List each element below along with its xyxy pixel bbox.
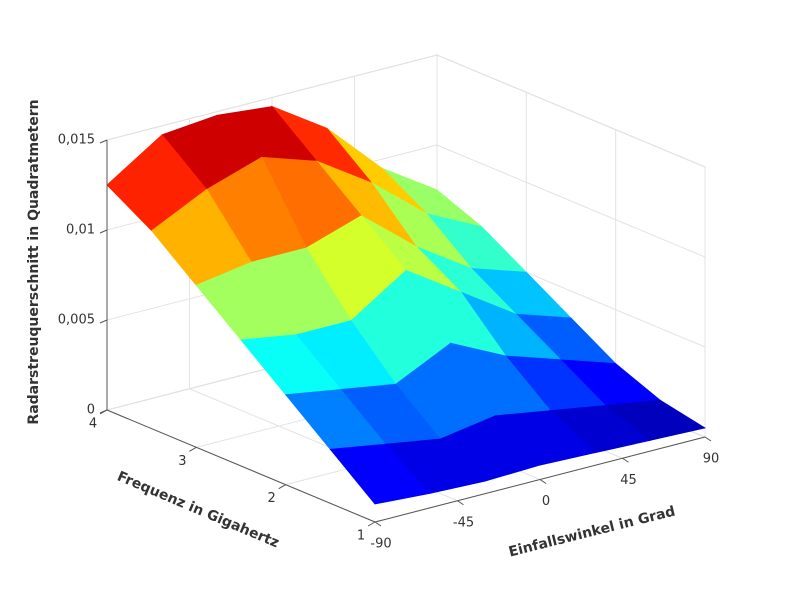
- z-axis-label: Radarstreuquerschnitt in Quadratmetern: [26, 99, 42, 424]
- ticks: 0 0,005 0,01 0,015 -90 -45 0 45 90 1 2 3 4: [58, 133, 719, 552]
- y-tick-label: 4: [89, 417, 97, 432]
- tick-mark: [704, 436, 712, 442]
- y-tick-label: 2: [268, 491, 276, 506]
- surface-patch: [329, 443, 431, 505]
- z-tick-label: 0,01: [66, 223, 95, 238]
- x-tick-label: -90: [370, 537, 391, 552]
- x-axis: [374, 436, 706, 523]
- surface: [106, 105, 707, 505]
- x-axis-label: Einfallswinkel in Grad: [507, 504, 677, 561]
- y-tick-label: 3: [178, 454, 186, 469]
- x-tick-label: 90: [703, 452, 720, 467]
- tick-mark: [99, 409, 108, 415]
- tick-mark: [99, 229, 108, 234]
- tick-mark: [622, 457, 629, 463]
- tick-mark: [99, 319, 108, 324]
- grid-line: [436, 54, 706, 168]
- y-tick-label: 1: [357, 529, 365, 544]
- tick-mark: [367, 521, 376, 527]
- tick-mark: [189, 446, 197, 452]
- z-tick-label: 0: [87, 403, 95, 418]
- z-tick-label: 0,005: [58, 313, 95, 328]
- tick-mark: [374, 521, 382, 527]
- grid-line: [436, 144, 706, 258]
- z-tick-label: 0,015: [58, 133, 95, 148]
- y-axis: [106, 409, 376, 523]
- x-tick-label: 45: [620, 473, 637, 488]
- y-axis-label: Frequenz in Gigahertz: [115, 469, 282, 552]
- tick-mark: [457, 500, 464, 506]
- x-tick-label: -45: [453, 515, 474, 530]
- tick-mark: [539, 479, 547, 484]
- tick-mark: [99, 139, 108, 144]
- tick-mark: [278, 484, 286, 490]
- x-tick-label: 0: [542, 494, 550, 509]
